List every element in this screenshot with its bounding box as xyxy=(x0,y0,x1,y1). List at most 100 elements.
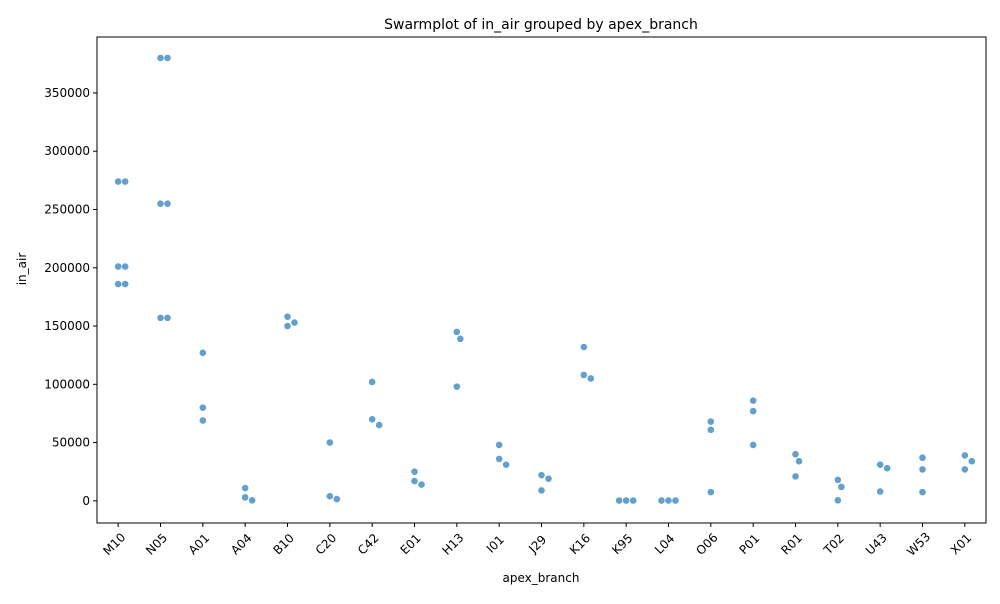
data-point xyxy=(968,457,976,465)
data-point xyxy=(545,475,552,483)
data-point xyxy=(919,454,926,462)
x-tick-label: K95 xyxy=(609,531,635,557)
x-tick-label: J29 xyxy=(525,533,549,557)
data-point xyxy=(453,328,461,336)
data-point xyxy=(629,497,637,504)
data-point xyxy=(749,407,757,415)
data-point xyxy=(157,200,164,207)
data-point xyxy=(164,200,171,207)
data-point xyxy=(284,322,291,330)
data-point xyxy=(495,441,503,449)
y-tick-label: 350000 xyxy=(44,86,90,100)
data-point xyxy=(749,397,757,404)
data-point xyxy=(707,426,715,434)
data-point xyxy=(961,466,969,473)
y-tick-label: 300000 xyxy=(44,144,90,158)
data-point xyxy=(919,466,926,473)
data-point xyxy=(749,441,757,449)
plot-frame xyxy=(96,36,987,524)
data-point xyxy=(587,375,595,382)
data-point xyxy=(665,497,672,504)
data-point xyxy=(121,178,129,185)
data-point xyxy=(707,418,715,425)
data-point xyxy=(658,497,665,504)
data-point xyxy=(241,484,249,492)
data-point xyxy=(411,468,418,476)
x-tick-label: M10 xyxy=(100,530,128,558)
data-point xyxy=(248,496,256,504)
data-point xyxy=(333,495,341,503)
y-axis-label: in_air xyxy=(15,253,29,286)
y-tick-label: 250000 xyxy=(44,202,90,216)
data-point xyxy=(164,314,171,322)
data-point xyxy=(502,461,510,469)
data-point xyxy=(199,404,207,411)
data-point xyxy=(114,263,122,270)
data-point xyxy=(580,343,588,351)
y-tick-label: 0 xyxy=(82,494,90,508)
data-point xyxy=(538,487,545,494)
data-point xyxy=(418,481,425,488)
data-points xyxy=(114,54,976,504)
data-point xyxy=(457,335,464,343)
data-point xyxy=(326,439,334,446)
y-tick-label: 150000 xyxy=(44,319,90,333)
data-point xyxy=(453,383,461,390)
data-point xyxy=(883,464,891,472)
data-point xyxy=(411,477,418,485)
data-point xyxy=(538,471,545,479)
data-point xyxy=(834,496,842,504)
data-point xyxy=(241,494,249,501)
data-point xyxy=(326,492,334,500)
x-tick-label: A01 xyxy=(186,531,213,558)
data-point xyxy=(157,314,164,322)
data-point xyxy=(368,415,376,423)
x-tick-label: C42 xyxy=(355,531,382,558)
data-point xyxy=(164,54,171,62)
data-point xyxy=(792,450,799,458)
data-point xyxy=(375,421,383,429)
data-point xyxy=(114,280,122,288)
x-tick-label: X01 xyxy=(948,531,975,558)
y-tick-label: 100000 xyxy=(44,377,90,391)
data-point xyxy=(157,54,164,62)
data-point xyxy=(114,178,122,185)
data-point xyxy=(121,280,129,288)
data-point xyxy=(121,263,129,270)
data-point xyxy=(961,452,969,459)
chart-title: Swarmplot of in_air grouped by apex_bran… xyxy=(384,17,698,33)
data-point xyxy=(795,457,803,465)
x-tick-label: N05 xyxy=(143,531,170,558)
data-point xyxy=(876,488,884,495)
x-tick-label: T02 xyxy=(820,531,847,558)
x-tick-label: C20 xyxy=(313,531,340,558)
data-point xyxy=(919,488,926,496)
x-tick-label: A04 xyxy=(228,531,255,558)
data-point xyxy=(834,476,842,484)
data-point xyxy=(615,497,623,504)
data-point xyxy=(199,417,207,424)
data-point xyxy=(284,313,291,321)
data-point xyxy=(792,473,799,480)
data-point xyxy=(707,488,715,496)
y-tick-label: 200000 xyxy=(44,261,90,275)
x-axis-label: apex_branch xyxy=(503,571,580,585)
data-point xyxy=(580,371,588,379)
data-point xyxy=(672,497,679,504)
x-tick-label: E01 xyxy=(398,531,424,557)
x-tick-label: O06 xyxy=(693,530,720,557)
data-point xyxy=(622,497,630,504)
data-point xyxy=(876,461,884,469)
data-point xyxy=(199,349,207,357)
x-tick-label: K16 xyxy=(567,531,593,557)
x-tick-label: H13 xyxy=(439,531,466,558)
data-point xyxy=(838,483,845,491)
x-tick-label: R01 xyxy=(778,531,805,558)
axes: 0 50000 100000 150000 200000 250000 300000 3500… xyxy=(44,36,987,559)
x-tick-label: L04 xyxy=(652,531,677,556)
x-tick-label: W53 xyxy=(904,530,933,559)
x-tick-label: B10 xyxy=(270,531,297,558)
x-tick-label: I01 xyxy=(484,533,507,556)
data-point xyxy=(291,319,298,326)
